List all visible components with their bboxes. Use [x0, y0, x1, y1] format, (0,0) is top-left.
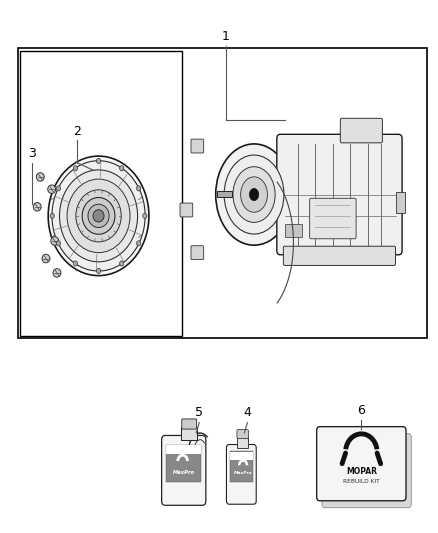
FancyBboxPatch shape [310, 198, 356, 239]
Ellipse shape [82, 197, 115, 235]
Circle shape [120, 166, 124, 171]
Bar [166, 445, 201, 454]
Ellipse shape [216, 144, 293, 245]
Text: REBUILD KIT: REBUILD KIT [343, 479, 380, 484]
Circle shape [137, 186, 141, 191]
Bar [18, 48, 427, 338]
Circle shape [120, 261, 124, 266]
FancyBboxPatch shape [191, 139, 204, 153]
Ellipse shape [240, 177, 268, 212]
Ellipse shape [76, 190, 121, 242]
Ellipse shape [42, 254, 50, 263]
Text: MaxPro: MaxPro [173, 470, 194, 475]
Bar [166, 445, 201, 482]
FancyBboxPatch shape [191, 246, 204, 260]
FancyBboxPatch shape [283, 246, 396, 265]
Bar [396, 192, 405, 213]
Text: 1: 1 [222, 30, 230, 43]
Circle shape [137, 241, 141, 246]
Text: 3: 3 [28, 147, 36, 160]
Bar [230, 452, 253, 460]
Circle shape [73, 261, 78, 266]
Ellipse shape [233, 167, 275, 222]
Circle shape [96, 158, 101, 164]
Ellipse shape [60, 170, 138, 262]
Ellipse shape [52, 161, 145, 271]
FancyBboxPatch shape [162, 435, 206, 505]
FancyBboxPatch shape [317, 426, 406, 501]
Circle shape [57, 186, 60, 191]
Ellipse shape [250, 189, 258, 200]
FancyBboxPatch shape [322, 434, 411, 507]
FancyBboxPatch shape [182, 419, 197, 429]
Circle shape [50, 213, 54, 219]
Text: MOPAR: MOPAR [346, 467, 377, 476]
FancyBboxPatch shape [340, 118, 382, 143]
Bar [230, 451, 253, 482]
Ellipse shape [48, 185, 56, 193]
Circle shape [143, 213, 147, 219]
Ellipse shape [36, 173, 44, 181]
Ellipse shape [88, 204, 109, 228]
FancyBboxPatch shape [237, 430, 248, 439]
Text: 5: 5 [195, 407, 203, 419]
Bar [181, 427, 197, 440]
Ellipse shape [53, 269, 61, 277]
Ellipse shape [224, 155, 284, 234]
Circle shape [73, 166, 78, 171]
FancyBboxPatch shape [180, 203, 193, 217]
Circle shape [96, 268, 101, 273]
Bar [285, 224, 302, 237]
Text: MaxPro: MaxPro [234, 471, 252, 475]
FancyBboxPatch shape [226, 445, 256, 504]
Ellipse shape [93, 209, 104, 222]
Ellipse shape [67, 179, 130, 253]
Text: 6: 6 [357, 404, 365, 417]
Bar [237, 437, 248, 448]
Ellipse shape [51, 237, 59, 245]
Text: 2: 2 [73, 125, 81, 138]
Bar [217, 191, 232, 197]
Bar [20, 51, 182, 336]
Ellipse shape [48, 156, 149, 276]
FancyBboxPatch shape [277, 134, 402, 255]
Text: 4: 4 [244, 407, 251, 419]
Circle shape [57, 241, 60, 246]
Ellipse shape [33, 203, 41, 211]
